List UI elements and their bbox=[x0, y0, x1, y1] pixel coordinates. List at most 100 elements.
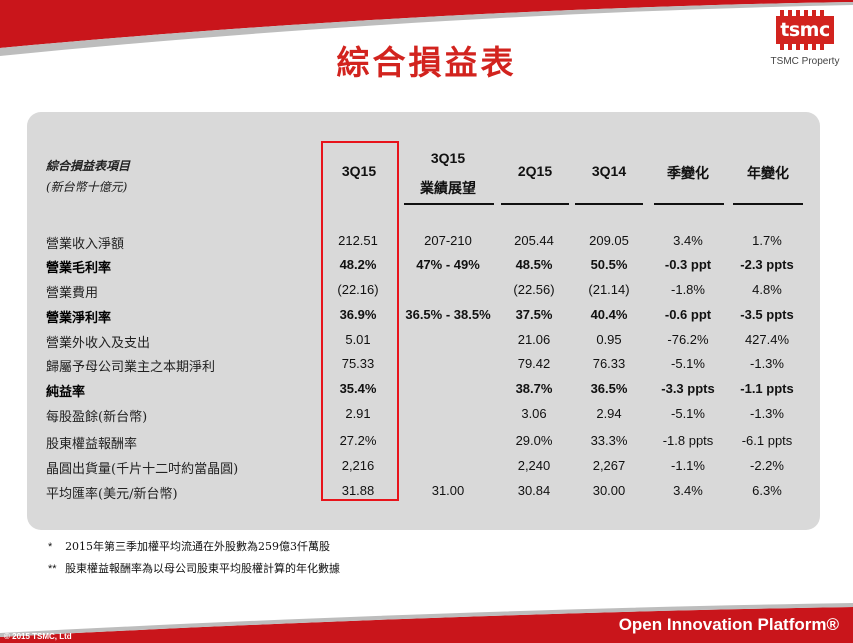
table-cell: 4.8% bbox=[752, 282, 782, 297]
row-label: 晶圓出貨量(千片十二吋約當晶圓) bbox=[46, 462, 239, 477]
table-cell: 3.4% bbox=[673, 483, 703, 498]
table-cell: 209.05 bbox=[589, 233, 629, 248]
table-cell: -1.1% bbox=[671, 458, 705, 473]
table-cell: 5.01 bbox=[345, 332, 371, 347]
table-cell: (22.56) bbox=[513, 282, 555, 297]
table-cell: 33.3% bbox=[590, 433, 628, 448]
table-cell: 48.2% bbox=[339, 257, 377, 272]
footnote-roe: ** 股東權益報酬率為以母公司股東平均股權計算的年化數據 bbox=[48, 560, 340, 576]
footer-copyright: © 2015 TSMC, Ltd bbox=[4, 632, 72, 641]
table-cell: 2.94 bbox=[596, 406, 622, 421]
footnote-mark: * bbox=[48, 541, 53, 553]
table-cell: -1.3% bbox=[750, 406, 784, 421]
logo-caption: TSMC Property bbox=[770, 56, 840, 67]
column-header-sublabel: 業績展望 bbox=[420, 181, 476, 197]
column-header-2q15: 2Q15 bbox=[500, 163, 570, 179]
table-cell: 2.91 bbox=[345, 406, 371, 421]
column-header-label: 3Q15 bbox=[430, 150, 466, 166]
table-cell: 212.51 bbox=[338, 233, 378, 248]
table-cell: 2,240 bbox=[517, 458, 551, 473]
column-header-3q15-guidance: 3Q15 業績展望 bbox=[403, 150, 493, 198]
table-cell: 47% - 49% bbox=[416, 257, 480, 272]
table-cell: -1.3% bbox=[750, 356, 784, 371]
row-label: 歸屬予母公司業主之本期淨利 bbox=[46, 360, 216, 375]
tsmc-logo: tsmc TSMC Property bbox=[767, 8, 843, 67]
table-cell: 3.06 bbox=[521, 406, 547, 421]
table-cell: -3.5 ppts bbox=[740, 307, 794, 322]
current-quarter-highlight bbox=[321, 141, 399, 501]
footer-bar bbox=[0, 603, 853, 643]
table-cell: -76.2% bbox=[667, 332, 709, 347]
row-label: 營業淨利率 bbox=[46, 311, 112, 326]
table-cell: 3.4% bbox=[673, 233, 703, 248]
table-cell: -6.1 ppts bbox=[741, 433, 793, 448]
table-cell: 207-210 bbox=[424, 233, 472, 248]
table-cell: 6.3% bbox=[752, 483, 782, 498]
table-cell: 36.9% bbox=[339, 307, 377, 322]
row-label: 每股盈餘(新台幣) bbox=[46, 410, 148, 425]
table-cell: 36.5% - 38.5% bbox=[405, 307, 491, 322]
footnote-text: 股東權益報酬率為以母公司股東平均股權計算的年化數據 bbox=[65, 562, 341, 575]
column-header-label: 3Q15 bbox=[341, 163, 377, 179]
table-cell: -2.2% bbox=[750, 458, 784, 473]
column-header-3q15: 3Q15 bbox=[323, 163, 395, 179]
table-cell: 37.5% bbox=[515, 307, 553, 322]
column-underline bbox=[733, 203, 803, 205]
table-cell: 48.5% bbox=[515, 257, 553, 272]
table-cell: -5.1% bbox=[671, 356, 705, 371]
top-swoosh-decoration bbox=[0, 0, 853, 56]
row-label: 營業收入淨額 bbox=[46, 237, 125, 252]
table-cell: (21.14) bbox=[588, 282, 630, 297]
table-cell: 205.44 bbox=[514, 233, 554, 248]
logo-chip-icon bbox=[776, 10, 834, 50]
row-label: 營業費用 bbox=[46, 286, 99, 301]
table-cell: -0.3 ppt bbox=[664, 257, 712, 272]
table-cell: 29.0% bbox=[515, 433, 553, 448]
row-label: 平均匯率(美元/新台幣) bbox=[46, 487, 178, 502]
column-underline bbox=[501, 203, 569, 205]
table-cell: (22.16) bbox=[337, 282, 379, 297]
table-cell: 31.88 bbox=[341, 483, 375, 498]
table-cell: 1.7% bbox=[752, 233, 782, 248]
table-cell: -3.3 ppts bbox=[661, 381, 715, 396]
footnote-shares: * 2015年第三季加權平均流通在外股數為259億3仟萬股 bbox=[48, 538, 330, 554]
table-cell: -0.6 ppt bbox=[664, 307, 712, 322]
column-header-label: 3Q14 bbox=[591, 163, 627, 179]
logo-mark: tsmc bbox=[772, 8, 838, 52]
column-underline bbox=[654, 203, 724, 205]
logo-text: tsmc bbox=[780, 19, 830, 41]
table-cell: -1.8% bbox=[671, 282, 705, 297]
page-title: 綜合損益表 bbox=[336, 43, 517, 82]
column-header-yoy: 年變化 bbox=[732, 163, 804, 183]
table-cell: -5.1% bbox=[671, 406, 705, 421]
row-label: 純益率 bbox=[46, 385, 86, 400]
footer-brand: Open Innovation Platform® bbox=[618, 615, 839, 634]
column-header-label: 年變化 bbox=[747, 166, 789, 182]
table-cell: -2.3 ppts bbox=[740, 257, 794, 272]
column-header-label: 2Q15 bbox=[517, 163, 553, 179]
row-label: 營業外收入及支出 bbox=[46, 336, 151, 351]
column-header-3q14: 3Q14 bbox=[574, 163, 644, 179]
footnote-mark: ** bbox=[48, 563, 57, 575]
column-header-label: 季變化 bbox=[667, 166, 709, 182]
table-cell: 2,267 bbox=[592, 458, 626, 473]
table-cell: 30.84 bbox=[517, 483, 551, 498]
table-title: 綜合損益表項目 bbox=[46, 159, 131, 173]
table-cell: 0.95 bbox=[596, 332, 622, 347]
table-cell: -1.8 ppts bbox=[662, 433, 714, 448]
table-panel bbox=[27, 112, 820, 530]
column-underline bbox=[575, 203, 643, 205]
table-cell: 27.2% bbox=[339, 433, 377, 448]
table-cell: 427.4% bbox=[744, 332, 790, 347]
table-cell: 30.00 bbox=[592, 483, 626, 498]
table-header-label: 綜合損益表項目 (新台幣十億元) bbox=[46, 157, 130, 195]
table-cell: 21.06 bbox=[517, 332, 551, 347]
column-header-qoq: 季變化 bbox=[652, 163, 724, 183]
row-label: 股東權益報酬率 bbox=[46, 437, 138, 452]
table-cell: 35.4% bbox=[339, 381, 377, 396]
table-cell: 36.5% bbox=[590, 381, 628, 396]
table-cell: 40.4% bbox=[590, 307, 628, 322]
footnote-text: 2015年第三季加權平均流通在外股數為259億3仟萬股 bbox=[65, 540, 331, 553]
table-cell: 76.33 bbox=[592, 356, 626, 371]
table-cell: 38.7% bbox=[515, 381, 553, 396]
